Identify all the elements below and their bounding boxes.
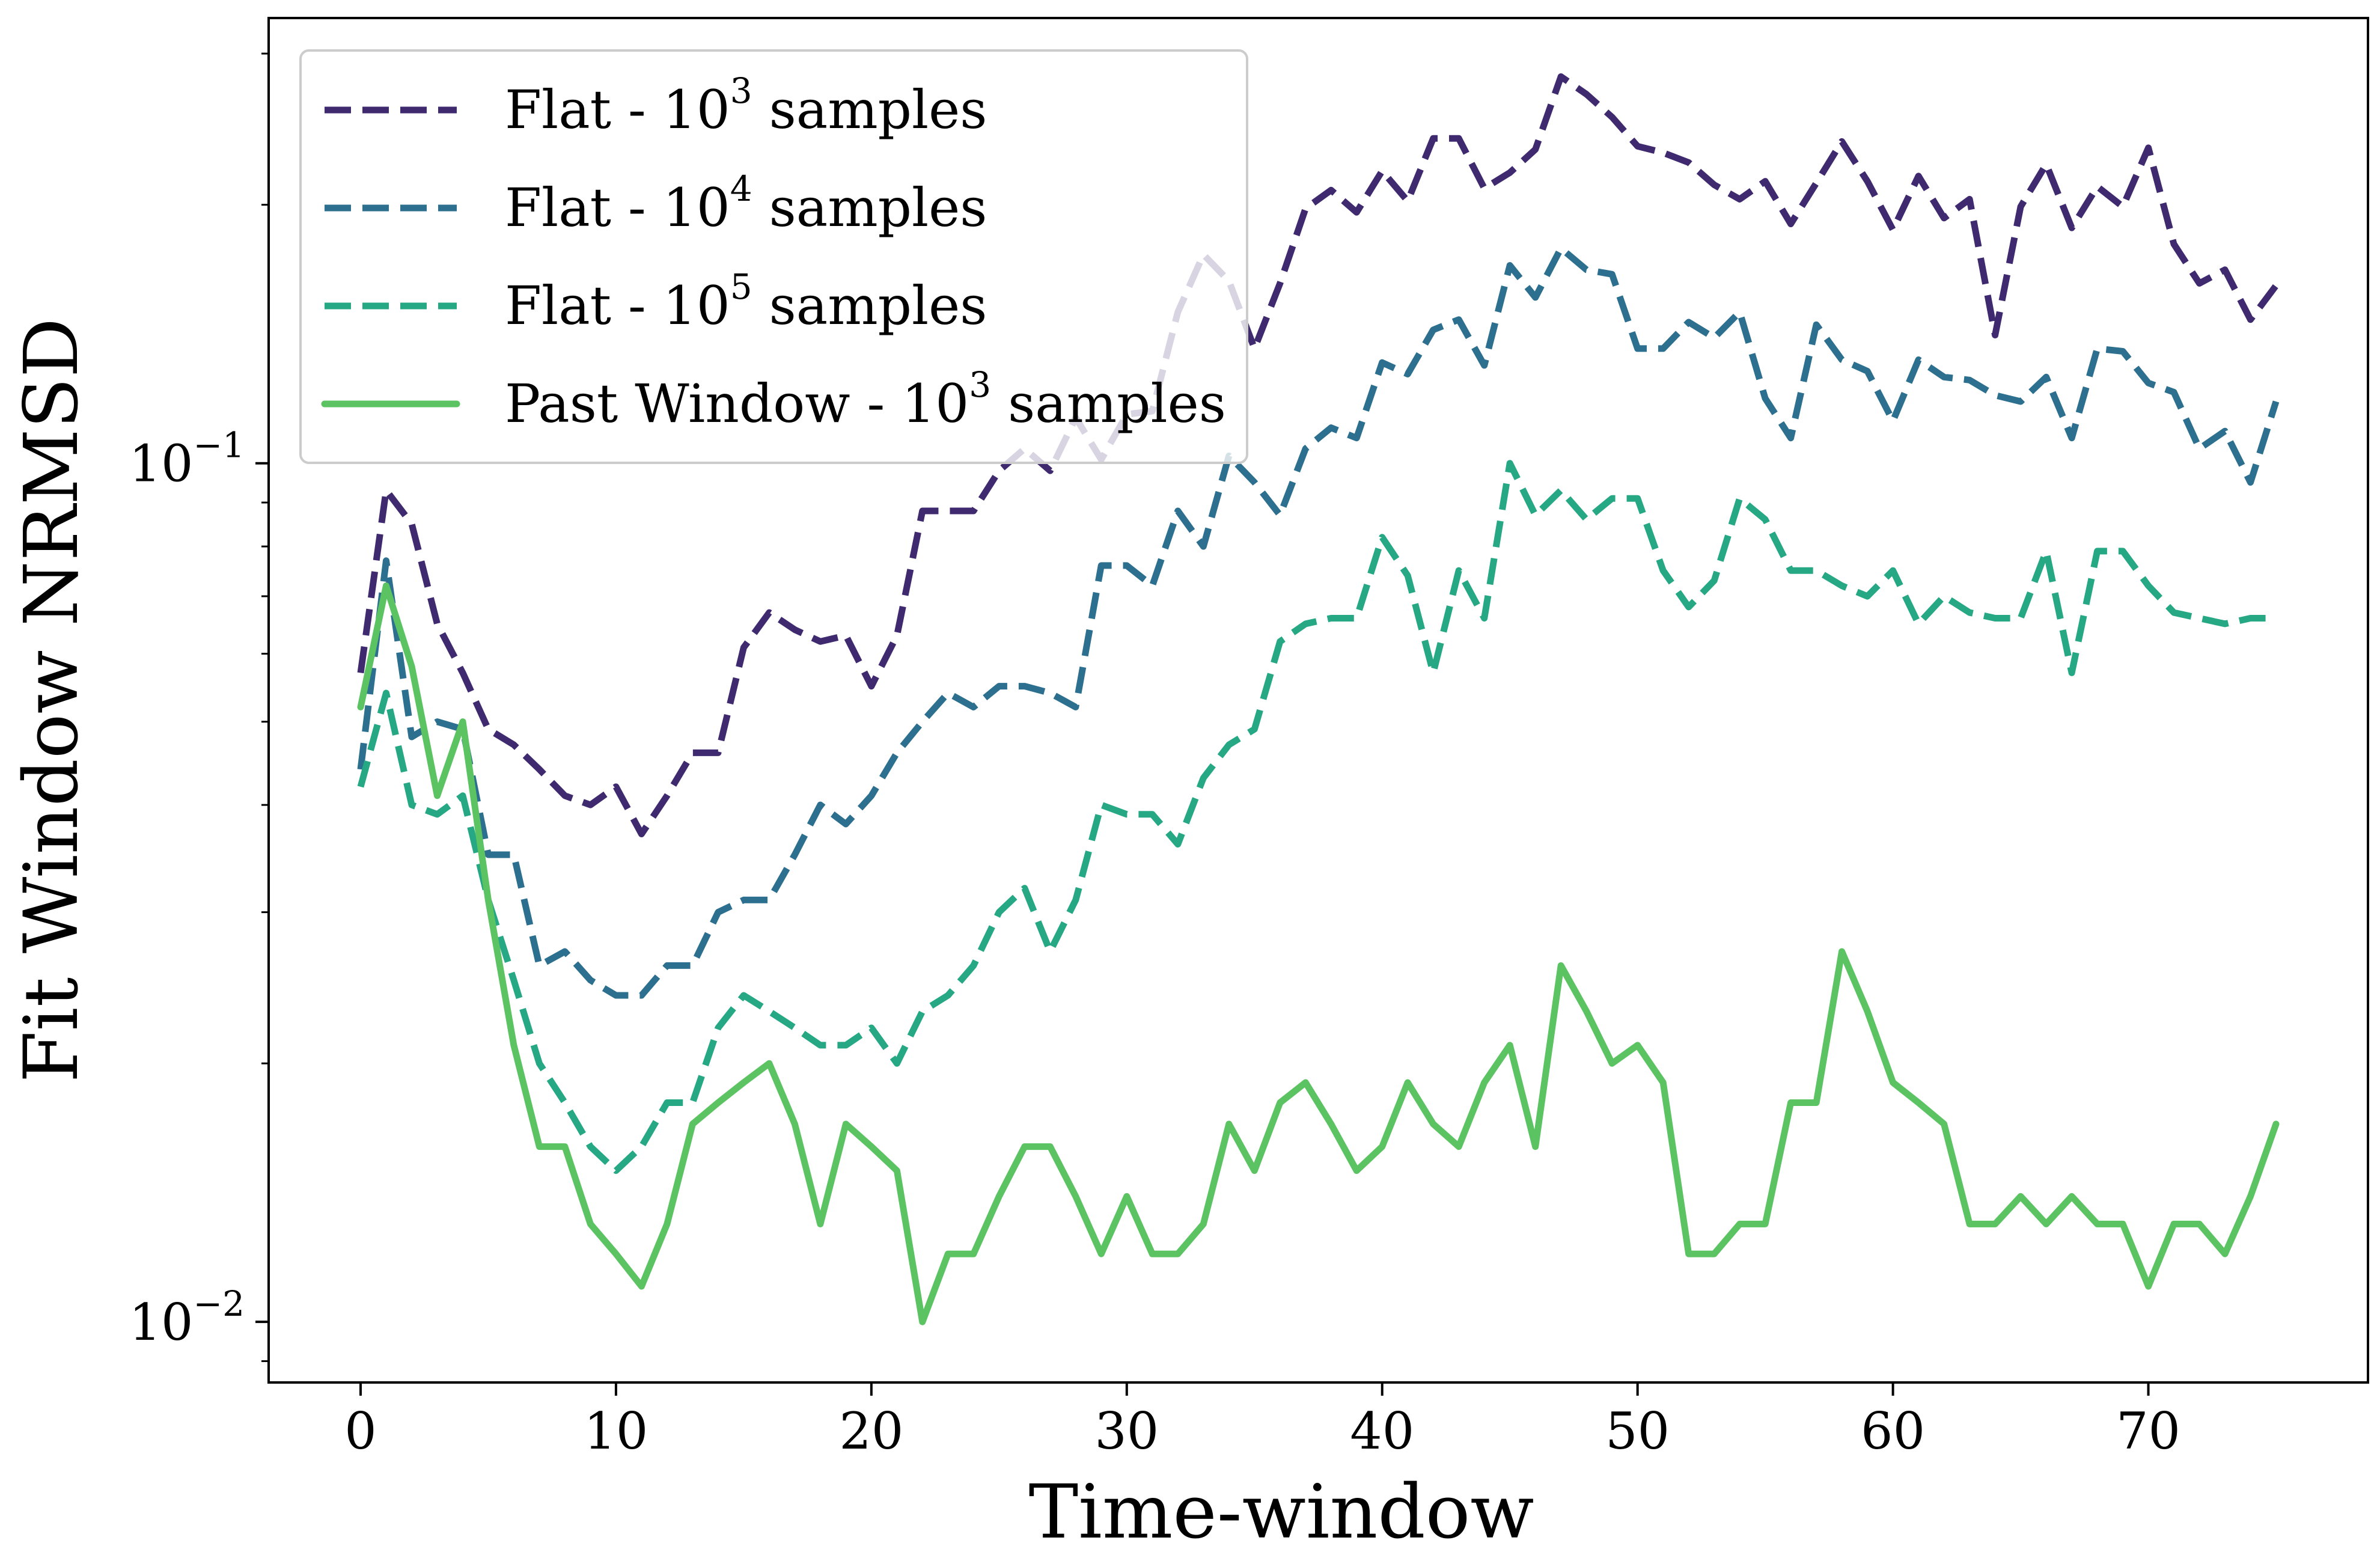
- y-tick-label: 10−1: [129, 425, 245, 493]
- x-tick-label: 0: [344, 1402, 376, 1461]
- series-line-2: [357, 245, 2280, 999]
- legend-label-3: Flat - 105 samples: [505, 266, 987, 337]
- x-tick-label: 40: [1350, 1402, 1414, 1461]
- x-tick-label: 30: [1094, 1402, 1159, 1461]
- series-line-1: [357, 73, 2279, 837]
- x-tick-label: 50: [1605, 1402, 1670, 1461]
- legend-label-4: Past Window - 103 samples: [505, 364, 1226, 435]
- plot-area-frame: [267, 17, 2369, 1384]
- x-axis-label: Time-window: [1028, 1469, 1534, 1556]
- y-axis: 10−1 10−2: [129, 52, 269, 1363]
- x-tick-label: 70: [2116, 1402, 2180, 1461]
- series-line-3: [357, 460, 2276, 1174]
- y-axis-label: Fit Window NRMSD: [8, 318, 95, 1083]
- y-tick-label: 10−2: [129, 1283, 245, 1352]
- series-layer: [357, 73, 2280, 1325]
- x-tick-label: 20: [839, 1402, 903, 1461]
- series-line-4: [357, 582, 2280, 1325]
- x-axis: 0 10 20 30 40 50 60 70: [344, 1382, 2180, 1461]
- legend: Flat - 103 samples Flat - 104 samples Flat…: [299, 49, 1248, 464]
- legend-label-2: Flat - 104 samples: [505, 168, 987, 239]
- x-tick-label: 60: [1861, 1402, 1925, 1461]
- x-tick-label: 10: [584, 1402, 648, 1461]
- legend-box: [299, 49, 1248, 464]
- legend-label-1: Flat - 103 samples: [505, 70, 987, 141]
